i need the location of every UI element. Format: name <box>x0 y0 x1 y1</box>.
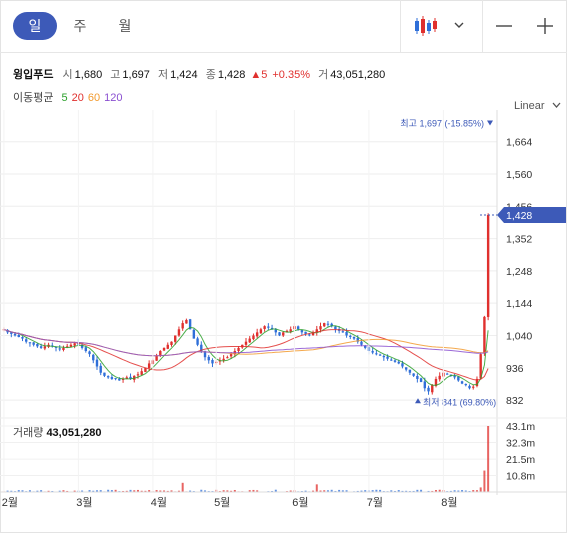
low-label: 저 <box>157 69 169 81</box>
chevron-down-icon <box>552 102 561 108</box>
ma-period-20: 20 <box>71 92 84 104</box>
price-change-pct: +0.35% <box>272 69 310 81</box>
divider <box>0 52 567 53</box>
volume-panel-value: 43,051,280 <box>46 427 102 439</box>
toolbar: 일 주 월 <box>0 0 567 52</box>
stock-info: 윙입푸드 시 1,680 고 1,697 저 1,424 종 1,428 ▲5 +0.35%… <box>13 66 390 82</box>
candlestick-chart-icon <box>415 16 437 36</box>
tab-daily[interactable]: 일 <box>13 12 57 40</box>
volume-panel-label: 거래량 43,051,280 <box>13 424 102 440</box>
price-change: ▲5 <box>250 69 268 81</box>
tab-weekly[interactable]: 주 <box>73 18 87 34</box>
high-price: 1,697 <box>122 69 150 81</box>
open-label: 시 <box>62 69 73 81</box>
ma-period-5: 5 <box>61 92 68 104</box>
close-price: 1,428 <box>217 69 246 81</box>
divider <box>482 0 483 52</box>
ma-period-60: 60 <box>87 92 101 104</box>
close-label: 종 <box>205 69 216 81</box>
stock-name: 윙입푸드 <box>13 69 54 81</box>
divider <box>400 0 401 52</box>
zoom-in-button[interactable] <box>535 16 555 36</box>
chevron-down-icon <box>454 22 464 28</box>
volume-value: 43,051,280 <box>330 69 386 81</box>
scale-mode-selector[interactable]: Linear <box>514 100 561 112</box>
open-price: 1,680 <box>74 69 103 81</box>
minus-icon <box>496 25 512 27</box>
volume-panel-title: 거래량 <box>13 427 44 439</box>
ma-period-120: 120 <box>104 92 123 104</box>
high-label: 고 <box>110 69 121 81</box>
ma-label: 이동평균 <box>13 92 54 104</box>
scale-mode-label: Linear <box>514 100 545 112</box>
chart-type-selector[interactable] <box>414 14 470 38</box>
volume-label: 거 <box>318 69 329 81</box>
tab-monthly[interactable]: 월 <box>118 18 132 34</box>
moving-average-legend: 이동평균 5 20 60 120 <box>13 89 130 105</box>
low-price: 1,424 <box>170 69 198 81</box>
plus-icon <box>537 18 553 34</box>
zoom-out-button[interactable] <box>494 16 514 36</box>
